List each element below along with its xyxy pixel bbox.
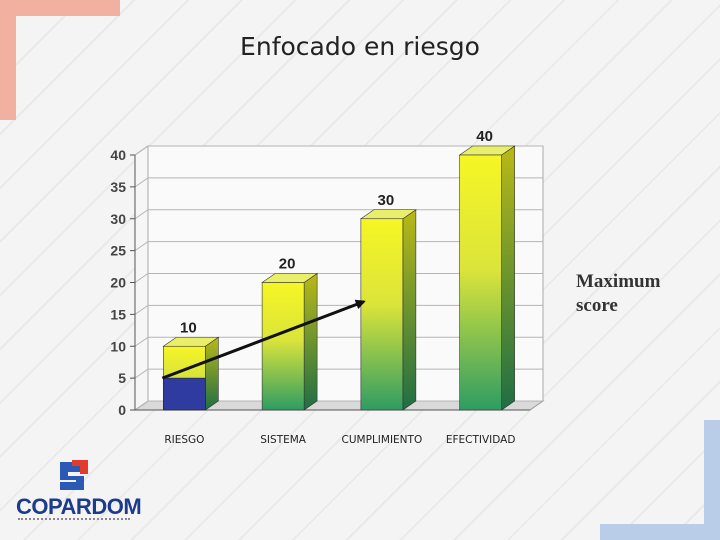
bar-side bbox=[205, 336, 219, 411]
bar-side bbox=[402, 209, 417, 411]
category-label: EFECTIVIDAD bbox=[446, 434, 516, 446]
y-tick-label: 35 bbox=[110, 179, 126, 195]
bar-highlight-segment bbox=[163, 377, 206, 411]
data-label: 40 bbox=[476, 128, 493, 145]
y-tick-label: 30 bbox=[110, 211, 126, 227]
bar-side bbox=[303, 272, 318, 411]
y-tick-label: 25 bbox=[110, 243, 126, 259]
side-label-score: score bbox=[576, 295, 618, 316]
bar-cumplimiento bbox=[360, 218, 404, 411]
logo-tagline-line bbox=[18, 518, 130, 523]
corner-decoration-bottom-right bbox=[600, 420, 720, 540]
category-label: RIESGO bbox=[164, 434, 204, 446]
y-tick-label: 10 bbox=[110, 338, 126, 354]
category-label: SISTEMA bbox=[260, 434, 307, 446]
y-tick-label: 0 bbox=[118, 402, 126, 418]
y-tick-label: 15 bbox=[110, 306, 126, 322]
logo-text: COPARDOM bbox=[16, 494, 142, 519]
category-label: CUMPLIMIENTO bbox=[342, 434, 423, 446]
bar-efectividad bbox=[459, 154, 502, 411]
slide-title: Enfocado en riesgo bbox=[240, 32, 480, 61]
side-label-maximum: Maximum bbox=[576, 271, 661, 292]
data-label: 10 bbox=[180, 319, 197, 336]
gridline bbox=[134, 177, 543, 188]
trend-arrow bbox=[161, 299, 366, 380]
gridline bbox=[134, 145, 543, 156]
corner-decoration-top-left bbox=[0, 0, 120, 120]
logo-mark-icon bbox=[60, 460, 88, 490]
y-tick-label: 5 bbox=[118, 370, 126, 386]
data-label: 30 bbox=[378, 192, 395, 209]
bar-side bbox=[501, 145, 515, 411]
bar-sistema bbox=[261, 282, 305, 411]
data-label: 20 bbox=[279, 256, 296, 273]
y-tick-label: 20 bbox=[110, 275, 126, 291]
y-tick-label: 40 bbox=[110, 147, 126, 163]
